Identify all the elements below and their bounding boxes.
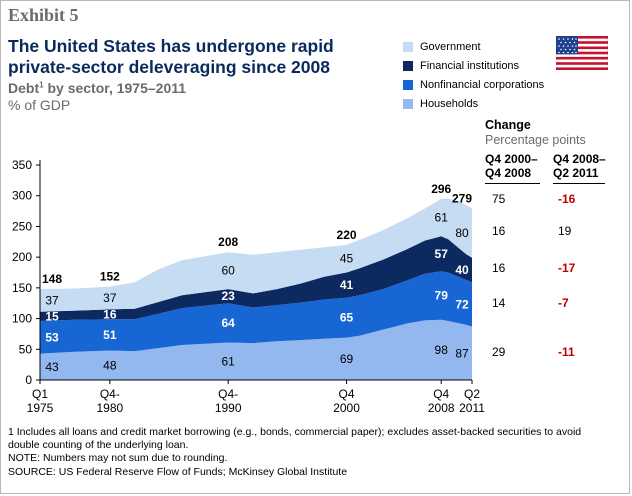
data-label-households: 43 (45, 360, 59, 374)
legend-swatch-households (403, 99, 413, 109)
legend-swatch-nonfinancial (403, 80, 413, 90)
units-label: % of GDP (8, 97, 71, 113)
y-tick-label: 250 (12, 219, 32, 233)
data-label-government: 37 (45, 293, 59, 307)
legend-label-government: Government (420, 41, 481, 53)
legend-label-financial: Financial institutions (420, 60, 520, 72)
us-flag-icon (556, 36, 608, 70)
y-tick-label: 0 (25, 373, 32, 387)
data-label-government: 45 (340, 252, 354, 266)
data-label-households: 98 (435, 343, 449, 357)
data-label-government: 60 (222, 264, 236, 278)
y-tick-label: 300 (12, 189, 32, 203)
x-tick-label: Q4- (218, 387, 238, 401)
data-label-nonfinancial-corporations: 72 (455, 297, 469, 311)
x-tick-label: 2008 (428, 401, 455, 415)
y-tick-label: 150 (12, 281, 32, 295)
data-label-households: 87 (455, 346, 469, 360)
legend-swatch-financial (403, 61, 413, 71)
data-label-government: 80 (455, 226, 469, 240)
y-tick-label: 350 (12, 158, 32, 172)
legend-swatch-government (403, 42, 413, 52)
change-value-government-2008-2011: -16 (558, 192, 576, 206)
data-label-nonfinancial-corporations: 65 (340, 311, 354, 325)
data-label-financial-institutions: 40 (455, 263, 469, 277)
area-financial-institutions (40, 236, 472, 321)
footnote-1-line-1: 1 Includes all loans and credit market b… (8, 426, 582, 438)
stacked-area-chart: 050100150200250300350Q11975Q4-1980Q4-199… (12, 158, 485, 415)
data-label-nonfinancial-corporations: 53 (45, 330, 59, 344)
change-value-nonfinancial-2008-2011: -17 (558, 261, 576, 275)
col-header-line: Q4 2008– (553, 152, 606, 166)
change-value-households-2008-2011: -7 (558, 296, 569, 310)
data-label-nonfinancial-corporations: 51 (103, 328, 117, 342)
data-label-financial-institutions: 16 (103, 307, 117, 321)
footnote-source: SOURCE: US Federal Reserve Flow of Funds… (8, 466, 348, 478)
area-households (40, 319, 472, 380)
change-table-heading: Change (485, 118, 531, 132)
area-nonfinancial-corporations (40, 271, 472, 354)
col-header-line: Q4 2000– (485, 152, 538, 166)
chart-subtitle: Debt1 by sector, 1975–2011 (8, 80, 186, 96)
change-col-header-2008-2011: Q4 2008– Q2 2011 (553, 152, 606, 180)
col-header-line: Q2 2011 (553, 166, 599, 180)
data-label-financial-institutions: 23 (222, 289, 236, 303)
x-tick-label: 1975 (27, 401, 54, 415)
total-label: 152 (100, 270, 120, 284)
y-tick-label: 50 (19, 342, 33, 356)
x-tick-label: Q4 (339, 387, 355, 401)
data-label-financial-institutions: 41 (340, 278, 354, 292)
x-tick-label: Q2 (464, 387, 480, 401)
footnote-marker: 1 (39, 80, 44, 90)
y-tick-label: 100 (12, 312, 32, 326)
change-value-total-2008-2011: -11 (558, 345, 575, 359)
change-value-nonfinancial-2000-2008: 16 (492, 261, 506, 275)
total-label: 296 (431, 182, 451, 196)
chart-title-line-1: The United States has undergone rapid (8, 36, 334, 56)
x-tick-label: 2011 (459, 401, 485, 415)
total-label: 208 (218, 235, 238, 249)
total-label: 148 (42, 272, 62, 286)
data-label-nonfinancial-corporations: 79 (435, 289, 449, 303)
change-table-subheading: Percentage points (485, 133, 586, 147)
change-value-financial-2008-2011: 19 (558, 224, 572, 238)
footnote-note: NOTE: Numbers may not sum due to roundin… (8, 452, 228, 464)
change-value-households-2000-2008: 14 (492, 296, 506, 310)
x-tick-label: Q4 (433, 387, 449, 401)
footnote-1-line-2: double counting of the underlying loan. (8, 439, 189, 451)
change-col-header-2000-2008: Q4 2000– Q4 2008 (485, 152, 538, 180)
exhibit-number: Exhibit 5 (8, 5, 79, 25)
column-rule (553, 183, 605, 184)
legend-label-nonfinancial: Nonfinancial corporations (420, 79, 545, 91)
subtitle-rest: by sector, 1975–2011 (43, 80, 187, 96)
change-value-government-2000-2008: 75 (492, 192, 506, 206)
area-government (40, 198, 472, 312)
total-label: 220 (337, 228, 357, 242)
change-value-total-2000-2008: 29 (492, 345, 506, 359)
change-value-financial-2000-2008: 16 (492, 224, 506, 238)
total-label: 279 (452, 192, 472, 206)
data-label-households: 61 (222, 354, 236, 368)
x-tick-label: 1990 (215, 401, 242, 415)
data-label-households: 69 (340, 352, 354, 366)
x-tick-label: Q1 (32, 387, 48, 401)
x-tick-label: 2000 (333, 401, 360, 415)
subtitle-main: Debt (8, 80, 40, 96)
col-header-line: Q4 2008 (485, 166, 532, 180)
data-label-government: 37 (103, 291, 117, 305)
data-label-financial-institutions: 57 (435, 247, 449, 261)
data-label-nonfinancial-corporations: 64 (222, 316, 236, 330)
chart-title-line-2: private-sector deleveraging since 2008 (8, 57, 330, 77)
column-rule (485, 183, 540, 184)
legend-label-households: Households (420, 98, 479, 110)
data-label-financial-institutions: 15 (45, 309, 59, 323)
x-tick-label: 1980 (96, 401, 123, 415)
data-label-government: 61 (435, 211, 449, 225)
data-label-households: 48 (103, 358, 117, 372)
x-tick-label: Q4- (100, 387, 120, 401)
y-tick-label: 200 (12, 250, 32, 264)
